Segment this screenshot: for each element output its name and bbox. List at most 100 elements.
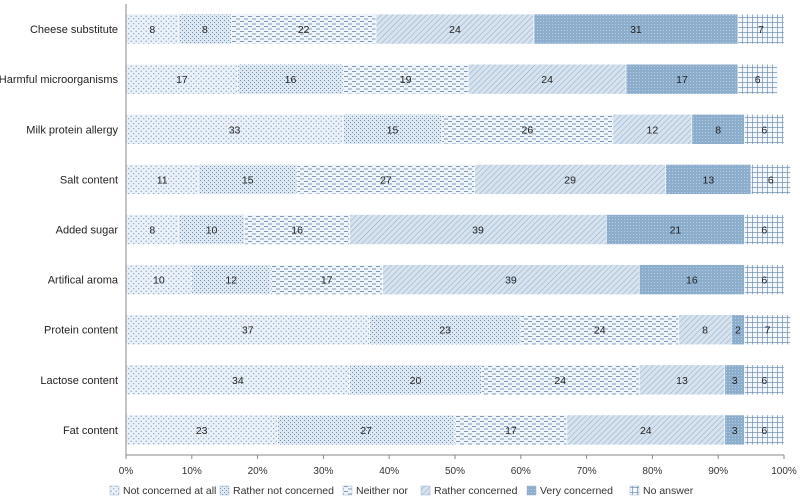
bar-segment: [198, 164, 298, 195]
legend-label: No answer: [643, 485, 694, 497]
data-label: 33: [229, 124, 241, 136]
legend-label: Rather concerned: [434, 485, 518, 497]
x-tick-label: 60%: [511, 466, 531, 477]
data-label: 16: [686, 275, 698, 287]
data-label: 13: [676, 375, 688, 387]
data-label: 6: [761, 275, 767, 287]
bar-segment: [296, 164, 476, 195]
bar-segment: [244, 214, 351, 245]
x-tick-label: 40%: [379, 466, 399, 477]
bar-segment: [125, 13, 179, 45]
bar-segment: [638, 264, 745, 295]
data-label: 29: [564, 174, 576, 186]
data-label: 7: [758, 24, 764, 36]
data-label: 24: [554, 375, 566, 387]
bar-segment: [691, 113, 745, 145]
bar-segment: [665, 164, 752, 195]
data-label: 24: [449, 24, 461, 36]
data-label: 15: [242, 174, 254, 186]
bar-segment: [744, 414, 785, 446]
bar-segment: [606, 214, 745, 245]
data-label: 27: [380, 174, 392, 186]
bar-segment: [125, 164, 199, 195]
x-tick-label: 100%: [771, 466, 797, 477]
bar-segment: [566, 414, 726, 446]
bar-segment: [349, 364, 482, 396]
data-label: 6: [761, 225, 767, 237]
data-label: 17: [176, 74, 188, 86]
x-tick-label: 10%: [182, 466, 202, 477]
x-tick-label: 30%: [313, 466, 333, 477]
data-label: 17: [505, 425, 517, 437]
data-label: 8: [715, 124, 721, 136]
bar-segment: [744, 314, 791, 346]
x-tick-label: 70%: [577, 466, 597, 477]
bar-segment: [125, 214, 179, 245]
data-label: 22: [298, 24, 310, 36]
data-label: 17: [321, 275, 333, 287]
data-label: 34: [232, 375, 244, 387]
axis-layer: 0% 10% 20% 30% 40% 50% 60% 70% 80% 90% 100%: [119, 4, 797, 477]
data-label: 12: [647, 124, 659, 136]
bar-segment: [638, 364, 726, 396]
bar-segment: [342, 63, 469, 95]
data-label: 10: [153, 275, 165, 287]
bar-segment: [369, 314, 522, 346]
category-label: Harmful microorganisms: [0, 74, 118, 86]
x-tick-label: 90%: [708, 466, 728, 477]
category-label: Added sugar: [56, 225, 119, 237]
category-label: Milk protein allergy: [26, 124, 118, 136]
data-label: 13: [702, 174, 714, 186]
category-label: Fat content: [63, 425, 118, 437]
legend-swatch: [629, 485, 640, 496]
legend-label: Very concerned: [540, 485, 613, 497]
data-label: 8: [702, 325, 708, 337]
data-label: 24: [541, 74, 553, 86]
bar-segment: [125, 113, 344, 145]
bar-segment: [744, 214, 785, 245]
data-label: 8: [149, 24, 155, 36]
bar-segment: [125, 264, 193, 295]
data-label: 27: [360, 425, 372, 437]
bar-segment: [349, 214, 607, 245]
bar-segment: [454, 414, 568, 446]
data-label: 20: [410, 375, 422, 387]
bar-segment: [467, 63, 627, 95]
data-label: 24: [640, 425, 652, 437]
bar-segment: [125, 414, 278, 446]
bar-segment: [737, 13, 785, 45]
bar-segment: [744, 364, 785, 396]
data-label: 37: [242, 325, 254, 337]
legend-swatch: [109, 485, 120, 496]
legend-swatch: [342, 485, 353, 496]
data-label: 24: [594, 325, 606, 337]
data-label: 10: [206, 225, 218, 237]
data-label: 11: [157, 174, 168, 186]
bar-segment: [533, 13, 739, 45]
bar-segment: [481, 364, 640, 396]
data-label: 23: [439, 325, 451, 337]
legend-label: Rather not concerned: [233, 485, 334, 497]
legend-label: Neither nor: [356, 485, 408, 497]
data-label: 6: [761, 124, 767, 136]
data-label: 39: [505, 275, 517, 287]
bar-segment: [178, 13, 232, 45]
bar-segment: [125, 364, 351, 396]
data-label: 12: [225, 275, 237, 287]
legend-label: Not concerned at all: [123, 485, 216, 497]
data-label: 19: [400, 74, 412, 86]
category-label: Lactose content: [40, 375, 118, 387]
x-tick-label: 0%: [119, 466, 134, 477]
data-label: 6: [761, 425, 767, 437]
data-label: 23: [196, 425, 208, 437]
bar-segment: [375, 13, 535, 45]
data-label: 39: [472, 225, 484, 237]
legend-swatch: [219, 485, 230, 496]
category-label: Salt content: [60, 174, 118, 186]
bar-segment: [744, 264, 785, 295]
data-label: 17: [676, 74, 688, 86]
x-tick-label: 20%: [248, 466, 268, 477]
data-label: 2: [735, 325, 741, 337]
